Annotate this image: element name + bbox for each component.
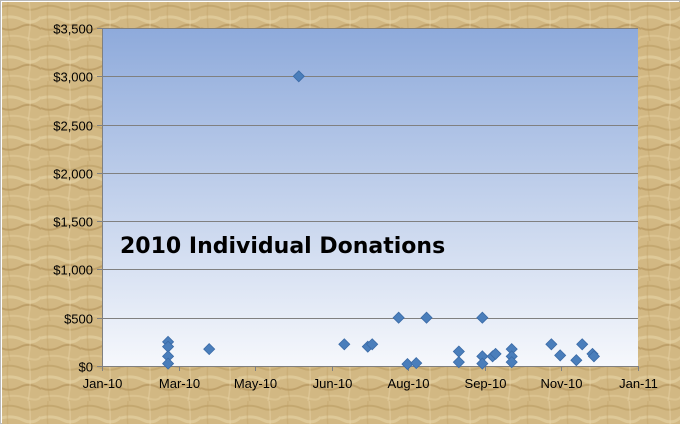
data-point xyxy=(476,311,489,324)
x-tick-label: Sep-10 xyxy=(465,376,507,391)
data-point xyxy=(162,357,175,370)
data-point xyxy=(587,350,601,363)
data-point xyxy=(545,338,558,351)
data-point xyxy=(420,311,433,324)
data-points xyxy=(162,70,601,371)
data-point xyxy=(554,349,567,362)
y-tick-label: $500 xyxy=(64,312,93,327)
data-point xyxy=(489,347,502,360)
plot-area xyxy=(102,28,638,366)
y-tick-label: $2,500 xyxy=(53,119,93,134)
chart-title: 2010 Individual Donations xyxy=(120,234,445,259)
y-tick-label: $2,000 xyxy=(53,167,93,182)
data-point xyxy=(338,338,351,351)
x-tick-label: Jan-10 xyxy=(83,376,123,391)
y-tick-label: $1,500 xyxy=(53,215,93,230)
x-tick-label: Mar-10 xyxy=(159,376,200,391)
data-point xyxy=(570,354,583,367)
y-tick-label: $3,500 xyxy=(53,22,93,37)
y-tick-label: $3,000 xyxy=(53,70,93,85)
data-point xyxy=(410,357,423,370)
gridlines xyxy=(102,28,638,319)
data-point xyxy=(452,356,465,369)
data-point xyxy=(292,70,305,83)
y-tick-label: $0 xyxy=(79,360,93,375)
data-point xyxy=(203,343,216,356)
x-tick-label: Aug-10 xyxy=(388,376,430,391)
data-point xyxy=(576,338,589,351)
x-tick-label: Nov-10 xyxy=(541,376,583,391)
x-tick-label: Jun-10 xyxy=(313,376,353,391)
data-point xyxy=(476,357,489,370)
y-tick-label: $1,000 xyxy=(53,263,93,278)
x-axis: Jan-10 Mar-10 May-10 Jun-10 Aug-10 Sep-10 Nov-… xyxy=(83,366,658,391)
x-tick-label: Jan-11 xyxy=(619,376,658,391)
data-point xyxy=(366,338,379,351)
y-axis: $0 $500 $1,000 $1,500 $2,000 $2,500 $3,000 $3,5… xyxy=(53,22,103,375)
data-point xyxy=(392,311,405,324)
x-tick-label: May-10 xyxy=(234,376,277,391)
data-point xyxy=(505,356,518,369)
